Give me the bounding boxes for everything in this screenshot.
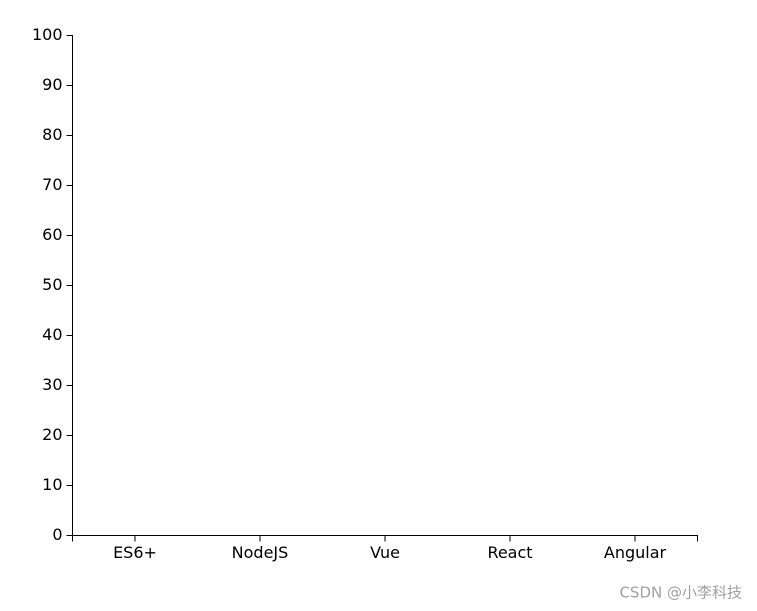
- watermark: CSDN @小李科技: [619, 584, 742, 602]
- y-tick-label: 60: [42, 225, 62, 244]
- y-tick-label: 20: [42, 425, 62, 444]
- y-tick-label: 90: [42, 75, 62, 94]
- x-tick-label: NodeJS: [232, 543, 289, 562]
- y-tick-label: 70: [42, 175, 62, 194]
- y-tick-label: 100: [32, 25, 63, 44]
- y-tick-label: 10: [42, 475, 62, 494]
- y-tick-label: 80: [42, 125, 62, 144]
- y-tick-label: 40: [42, 325, 62, 344]
- x-tick-label: Vue: [370, 543, 400, 562]
- y-tick-label: 0: [52, 525, 62, 544]
- x-tick-label: ES6+: [113, 543, 157, 562]
- y-tick-label: 50: [42, 275, 62, 294]
- y-tick-label: 30: [42, 375, 62, 394]
- x-tick-label: React: [487, 543, 532, 562]
- x-tick-label: Angular: [604, 543, 667, 562]
